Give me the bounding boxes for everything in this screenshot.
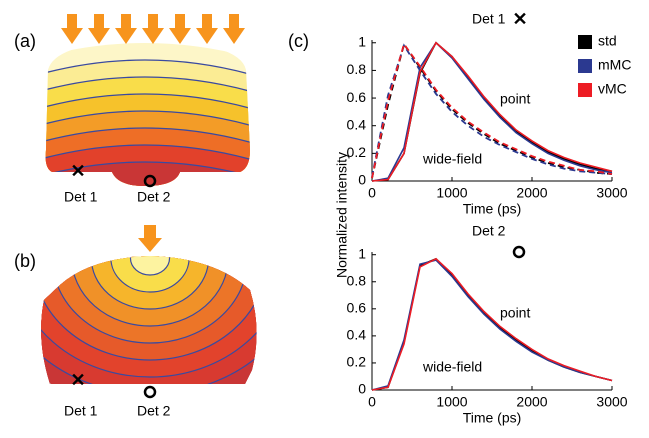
x-tick-label: 1000	[436, 394, 467, 410]
legend-swatch	[578, 59, 592, 73]
y-tick-label: 0.4	[347, 116, 367, 132]
light-arrow	[61, 14, 83, 44]
annotation: wide-field	[422, 151, 482, 167]
y-tick-label: 0	[358, 381, 366, 397]
wide-field-line	[371, 41, 613, 179]
y-tick-label: 1	[358, 33, 366, 49]
y-tick-label: 0.8	[347, 61, 367, 77]
detector-marker: ✕	[512, 9, 527, 29]
legend-label: std	[598, 33, 617, 49]
ring	[129, 256, 171, 276]
det1-marker: ✕	[70, 161, 85, 181]
contour	[45, 76, 250, 95]
light-arrow	[88, 14, 110, 44]
detector-label: Det 1	[472, 11, 506, 27]
light-arrow	[223, 14, 245, 44]
y-tick-label: 0	[358, 172, 366, 188]
x-tick-label: 0	[368, 185, 376, 201]
x-tick-label: 3000	[596, 185, 627, 201]
panel-label: (b)	[14, 251, 36, 271]
x-tick-label: 2000	[516, 185, 547, 201]
det1-marker: ✕	[70, 370, 85, 390]
legend-swatch	[578, 35, 592, 49]
wide-field-line	[371, 43, 613, 178]
y-tick-label: 0.4	[347, 327, 367, 343]
light-arrows	[61, 14, 245, 44]
contour	[45, 59, 250, 78]
det-label: Det 1	[64, 403, 98, 419]
light-arrow	[138, 225, 162, 252]
contour	[45, 144, 250, 163]
x-tick-label: 0	[368, 394, 376, 410]
x-axis-label: Time (ps)	[463, 410, 522, 426]
light-arrow	[169, 14, 191, 44]
concentric-illustration	[41, 256, 257, 384]
point-line	[371, 257, 613, 391]
x-tick-label: 3000	[596, 394, 627, 410]
legend-swatch	[578, 83, 592, 97]
x-axis-label: Time (ps)	[463, 201, 522, 217]
det-label: Det 1	[64, 189, 98, 205]
point-line	[371, 41, 613, 182]
contour	[45, 93, 250, 112]
x-tick-label: 1000	[436, 185, 467, 201]
light-arrow	[196, 14, 218, 44]
wide-field-line	[371, 42, 613, 179]
x-tick-label: 2000	[516, 394, 547, 410]
y-tick-label: 0.8	[347, 272, 367, 288]
y-tick-label: 0.6	[347, 89, 367, 105]
annotation: point	[500, 91, 530, 107]
panel-label: (a)	[14, 31, 36, 51]
det2-marker	[143, 385, 157, 399]
det-label: Det 2	[137, 189, 171, 205]
annotation: point	[500, 305, 530, 321]
legend-label: vMC	[598, 81, 627, 97]
detector-label: Det 2	[472, 223, 506, 239]
contour	[45, 161, 250, 180]
y-tick-label: 1	[358, 245, 366, 261]
light-arrow	[115, 14, 137, 44]
detector-marker	[512, 245, 526, 259]
det2-marker	[143, 174, 157, 188]
contour	[45, 127, 250, 146]
layered-illustration	[45, 43, 250, 186]
point-line	[371, 41, 613, 182]
panel-label: (c)	[288, 31, 309, 51]
y-axis-label: Normalized intensity	[334, 152, 350, 278]
annotation: wide-field	[422, 359, 482, 375]
det-label: Det 2	[137, 403, 171, 419]
legend-label: mMC	[598, 57, 631, 73]
y-tick-label: 0.2	[347, 354, 367, 370]
light-arrow	[142, 14, 164, 44]
contour	[45, 110, 250, 129]
point-line	[371, 41, 613, 182]
y-tick-label: 0.6	[347, 300, 367, 316]
y-tick-label: 0.2	[347, 144, 367, 160]
